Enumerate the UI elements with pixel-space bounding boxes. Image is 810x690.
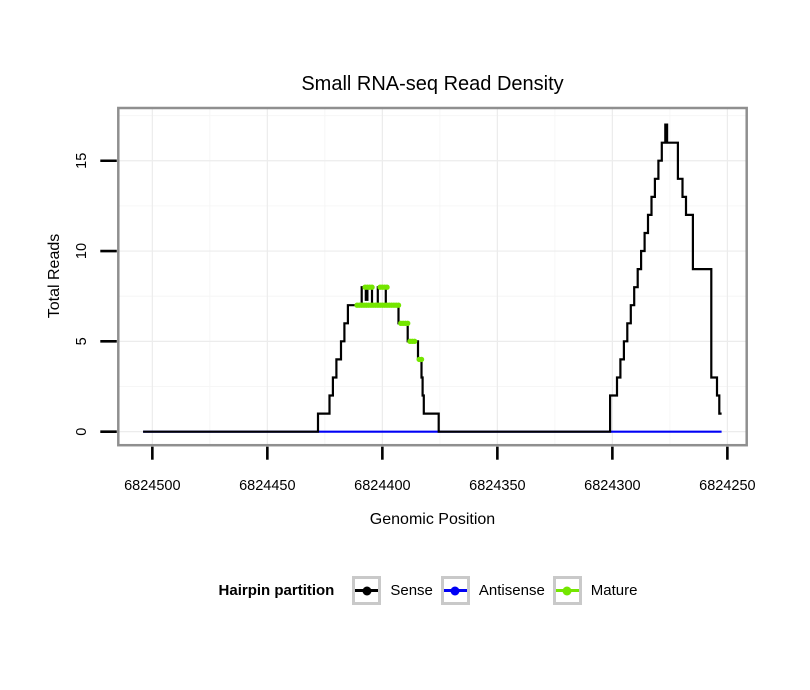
mature-point	[384, 284, 390, 290]
legend-key-mature	[552, 576, 582, 605]
legend-key-dot	[562, 586, 572, 595]
chart-title: Small RNA-seq Read Density	[301, 73, 564, 95]
legend-key-antisense	[440, 576, 470, 605]
x-tick-label: 6824350	[469, 478, 525, 494]
legend-title: Hairpin partition	[218, 582, 335, 599]
legend-label-mature: Mature	[590, 582, 638, 599]
legend-key-dot	[362, 586, 372, 595]
x-tick-label: 6824250	[699, 478, 755, 494]
legend-key-dot	[450, 586, 460, 595]
y-axis-title: Total Reads	[46, 233, 63, 319]
y-tick-label: 0	[74, 428, 90, 436]
legend-key-sense	[352, 576, 382, 605]
mature-point	[369, 284, 375, 290]
mature-point	[405, 320, 411, 326]
mature-point	[395, 302, 402, 308]
y-tick-label: 10	[74, 243, 90, 259]
legend-entry-antisense: Antisense	[440, 576, 545, 605]
x-axis-title: Genomic Position	[369, 511, 496, 528]
plot-panel	[118, 108, 747, 446]
legend-entry-sense: Sense	[352, 576, 433, 605]
mature-point	[418, 356, 425, 363]
mature-point	[411, 338, 418, 344]
x-tick-label: 6824400	[354, 478, 410, 494]
legend-label-antisense: Antisense	[478, 582, 545, 599]
legend-entry-mature: Mature	[552, 576, 638, 605]
plot-border	[117, 106, 748, 447]
x-tick-label: 6824450	[239, 478, 295, 494]
legend: Hairpin partition Sense Antisense Mature	[54, 576, 810, 605]
y-tick-label: 15	[74, 153, 90, 169]
y-tick-label: 5	[74, 337, 90, 345]
legend-label-sense: Sense	[390, 582, 433, 599]
x-tick-label: 6824300	[584, 478, 640, 494]
x-tick-label: 6824500	[124, 478, 180, 494]
